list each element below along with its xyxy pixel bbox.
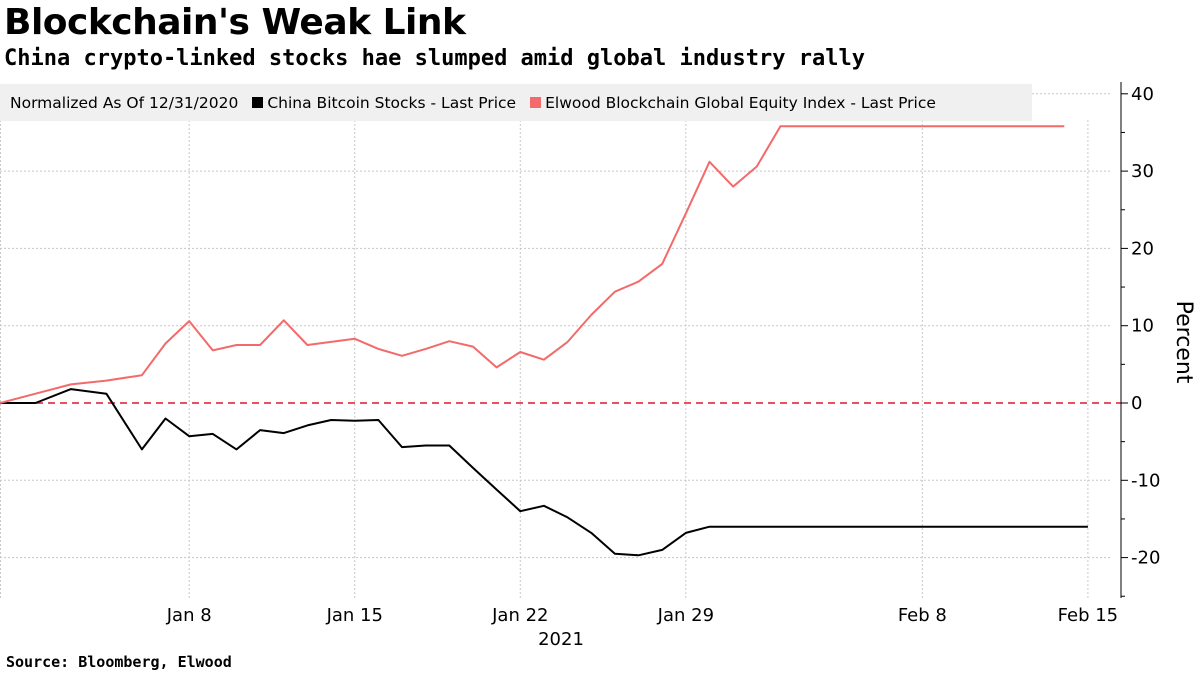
y-tick-label: 20 [1131, 238, 1154, 259]
legend-label-elwood: Elwood Blockchain Global Equity Index - … [545, 93, 936, 112]
x-tick-label: Feb 15 [1058, 605, 1119, 626]
chart-title: Blockchain's Weak Link [4, 2, 466, 43]
x-axis: Jan 8 Jan 15 Jan 22 Jan 29 Feb 8 Feb 15 [166, 605, 1118, 626]
x-tick-label: Jan 8 [166, 605, 212, 626]
y-tick-label: 10 [1131, 316, 1154, 337]
series-lines [0, 125, 1088, 557]
chart-subtitle: China crypto-linked stocks hae slumped a… [4, 46, 865, 71]
y-axis-label: Percent [1171, 301, 1196, 384]
y-tick-label: -10 [1131, 470, 1160, 491]
y-tick-label: 30 [1131, 161, 1154, 182]
grid-lines [0, 93, 1121, 598]
legend-swatch-black [252, 97, 264, 108]
y-tick-label: 40 [1131, 84, 1154, 105]
legend-normalization-note: Normalized As Of 12/31/2020 [10, 93, 239, 112]
series-line-china-bitcoin [0, 388, 1088, 557]
x-axis-year-label: 2021 [538, 629, 584, 650]
legend-item-elwood: Elwood Blockchain Global Equity Index - … [530, 94, 936, 112]
x-tick-label: Jan 29 [657, 605, 714, 626]
legend-item-china-bitcoin: China Bitcoin Stocks - Last Price [252, 94, 516, 112]
legend-label-china-bitcoin: China Bitcoin Stocks - Last Price [267, 93, 517, 112]
x-tick-label: Feb 8 [898, 605, 947, 626]
legend: Normalized As Of 12/31/2020 China Bitcoi… [0, 84, 1032, 121]
source-note: Source: Bloomberg, Elwood [6, 653, 232, 671]
series-line-elwood [0, 125, 1065, 404]
y-tick-label: -20 [1131, 548, 1160, 569]
legend-swatch-red [530, 97, 542, 108]
x-tick-label: Jan 15 [326, 605, 383, 626]
y-tick-label: 0 [1131, 393, 1142, 414]
x-tick-label: Jan 22 [491, 605, 548, 626]
y-axis: 40 30 20 10 0 -10 -20 [1120, 82, 1160, 598]
